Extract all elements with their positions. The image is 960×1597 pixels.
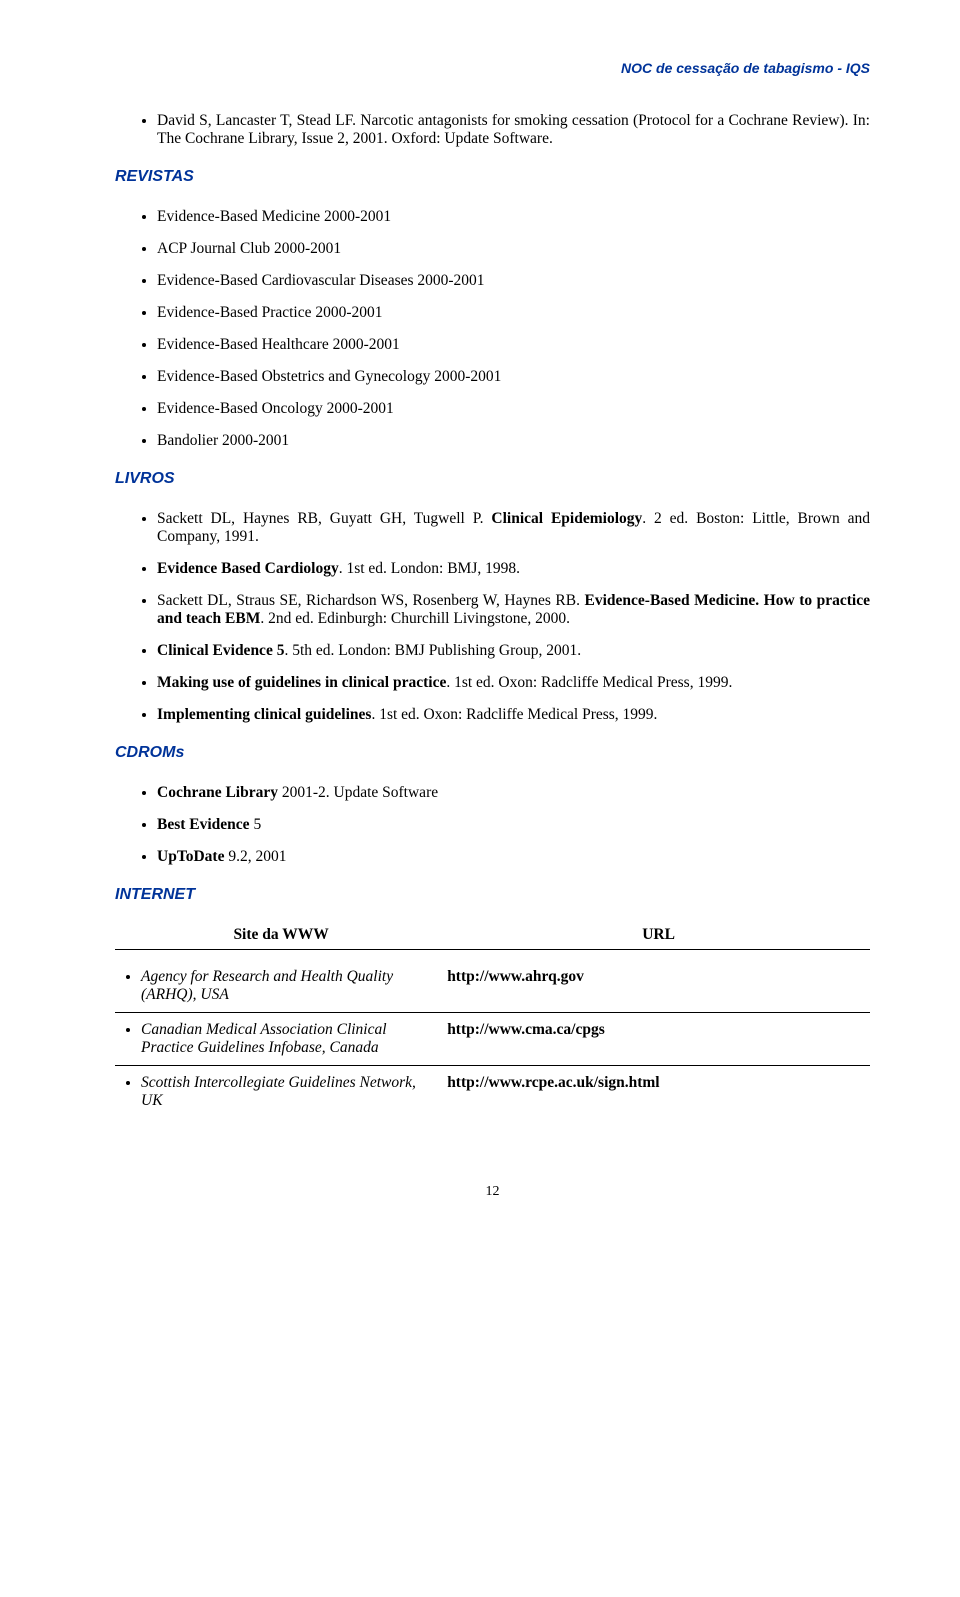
list-item: Evidence-Based Oncology 2000-2001 [157,400,870,418]
text-post: . 5th ed. London: BMJ Publishing Group, … [284,642,581,659]
livros-title: LIVROS [115,470,870,488]
livros-list: Sackett DL, Haynes RB, Guyatt GH, Tugwel… [115,510,870,724]
cell-url: http://www.cma.ca/cpgs [447,1021,870,1039]
text-post: 9.2, 2001 [224,848,286,865]
text-post: . 1st ed. London: BMJ, 1998. [339,560,520,577]
text-bold: UpToDate [157,848,224,865]
text-post: 2001-2. Update Software [278,784,438,801]
list-item: Sackett DL, Haynes RB, Guyatt GH, Tugwel… [157,510,870,546]
list-item: Making use of guidelines in clinical pra… [157,674,870,692]
list-item: ACP Journal Club 2000-2001 [157,240,870,258]
text-bold: Clinical Evidence 5 [157,642,284,659]
revistas-title: REVISTAS [115,168,870,186]
text-post: . 1st ed. Oxon: Radcliffe Medical Press,… [371,706,657,723]
list-item: Implementing clinical guidelines. 1st ed… [157,706,870,724]
cell-site: Scottish Intercollegiate Guidelines Netw… [115,1074,447,1110]
table-row: Canadian Medical Association Clinical Pr… [115,1013,870,1066]
text-bold: Evidence Based Cardiology [157,560,339,577]
list-item: Cochrane Library 2001-2. Update Software [157,784,870,802]
text-bold: Making use of guidelines in clinical pra… [157,674,446,691]
text-pre: Sackett DL, Haynes RB, Guyatt GH, Tugwel… [157,510,491,527]
list-item: Evidence-Based Cardiovascular Diseases 2… [157,272,870,290]
cdroms-title: CDROMs [115,744,870,762]
table-row: Scottish Intercollegiate Guidelines Netw… [115,1066,870,1118]
cell-url: http://www.ahrq.gov [447,968,870,986]
text-bold: Cochrane Library [157,784,278,801]
col-site-header: Site da WWW [115,926,447,944]
text-post: . 2nd ed. Edinburgh: Churchill Livingsto… [260,610,570,627]
list-item: Sackett DL, Straus SE, Richardson WS, Ro… [157,592,870,628]
table-head: Site da WWW URL [115,926,870,950]
intro-list: David S, Lancaster T, Stead LF. Narcotic… [115,112,870,148]
page-number: 12 [115,1184,870,1200]
site-text: Agency for Research and Health Quality (… [141,968,437,1004]
page-header: NOC de cessação de tabagismo - IQS [115,60,870,76]
cell-site: Agency for Research and Health Quality (… [115,968,447,1004]
list-item: Clinical Evidence 5. 5th ed. London: BMJ… [157,642,870,660]
list-item: UpToDate 9.2, 2001 [157,848,870,866]
text-bold: Clinical Epidemiology [491,510,642,527]
revistas-list: Evidence-Based Medicine 2000-2001 ACP Jo… [115,208,870,450]
text-pre: Sackett DL, Straus SE, Richardson WS, Ro… [157,592,585,609]
list-item: Bandolier 2000-2001 [157,432,870,450]
text-bold: Implementing clinical guidelines [157,706,371,723]
list-item: Evidence-Based Medicine 2000-2001 [157,208,870,226]
cdroms-list: Cochrane Library 2001-2. Update Software… [115,784,870,866]
site-text: Canadian Medical Association Clinical Pr… [141,1021,437,1057]
text-post: 5 [250,816,262,833]
list-item: Evidence Based Cardiology. 1st ed. Londo… [157,560,870,578]
internet-table: Site da WWW URL Agency for Research and … [115,926,870,1118]
page-container: NOC de cessação de tabagismo - IQS David… [0,0,960,1240]
text-post: . 1st ed. Oxon: Radcliffe Medical Press,… [446,674,732,691]
cell-site: Canadian Medical Association Clinical Pr… [115,1021,447,1057]
list-item: Evidence-Based Obstetrics and Gynecology… [157,368,870,386]
list-item: Evidence-Based Healthcare 2000-2001 [157,336,870,354]
col-url-header: URL [447,926,870,944]
list-item: Evidence-Based Practice 2000-2001 [157,304,870,322]
table-row: Agency for Research and Health Quality (… [115,960,870,1013]
list-item: Best Evidence 5 [157,816,870,834]
site-text: Scottish Intercollegiate Guidelines Netw… [141,1074,437,1110]
cell-url: http://www.rcpe.ac.uk/sign.html [447,1074,870,1092]
internet-title: INTERNET [115,886,870,904]
list-item: David S, Lancaster T, Stead LF. Narcotic… [157,112,870,148]
text-bold: Best Evidence [157,816,250,833]
